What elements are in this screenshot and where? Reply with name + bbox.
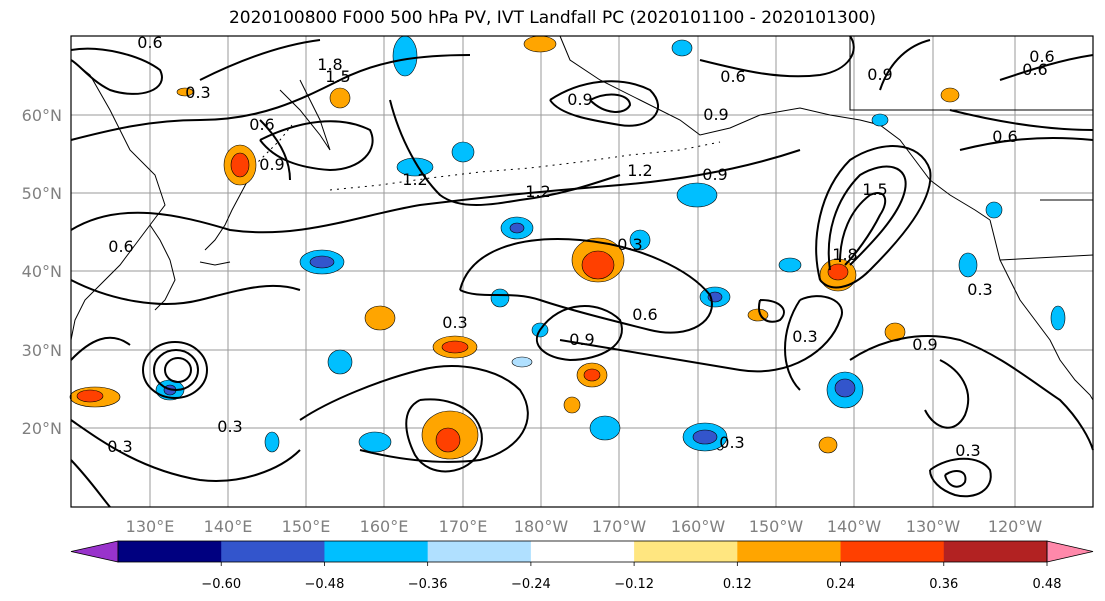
contour-label: 0.3: [442, 313, 467, 332]
contour-label: 0.6: [249, 115, 274, 134]
contour-labels: 0.61.81.50.30.60.91.21.21.2 0.90.60.90.9 0…: [107, 33, 1054, 460]
colorbar-outline: [117, 540, 1048, 563]
contour-label: 0.6: [1022, 60, 1047, 79]
contour-label: 1.5: [325, 67, 350, 86]
contour-label: 0.9: [569, 330, 594, 349]
contour-label: 0.9: [567, 90, 592, 109]
colorbar-segment: [943, 541, 1048, 562]
contour-label: 0.6: [720, 67, 745, 86]
longitude-tick-label: 120°W: [988, 517, 1043, 536]
longitude-tick-label: 180°W: [514, 517, 569, 536]
contour-label: 0.6: [137, 33, 162, 52]
contour-label: 1.5: [862, 180, 887, 199]
contour-label: 0.3: [967, 280, 992, 299]
colorbar-segment: [221, 541, 325, 562]
contour-label: 0.9: [867, 65, 892, 84]
latitude-tick-label: 30°N: [22, 341, 62, 360]
colorbar-segment: [530, 541, 635, 562]
contour-label: 0.9: [912, 335, 937, 354]
colorbar-tick-label: 0.24: [826, 577, 855, 592]
colorbar-segment: [737, 541, 842, 562]
latitude-tick-label: 60°N: [22, 106, 62, 125]
contour-label: 0.9: [702, 165, 727, 184]
contour-label: 0.3: [719, 433, 744, 452]
contour-label: 0.3: [792, 327, 817, 346]
pv-shading: [69, 35, 1066, 460]
colorbar-segment: [427, 541, 532, 562]
latitude-tick-label: 40°N: [22, 262, 62, 281]
colorbar-ticks: −0.60 −0.48 −0.36 −0.24 −0.12 0.12 0.24 0.36 0.4…: [201, 562, 1062, 592]
colorbar-tick-label: 0.12: [723, 577, 752, 592]
colorbar-segment: [118, 541, 222, 562]
contour-label: 0.9: [703, 105, 728, 124]
pv-contours: [70, 35, 1094, 508]
contour-label: 0.3: [617, 235, 642, 254]
contour-label: 1.8: [832, 245, 857, 264]
longitude-tick-label: 170°W: [592, 517, 647, 536]
map-frame: [70, 35, 1094, 508]
colorbar-tick-label: 0.36: [929, 577, 958, 592]
colorbar-segment: [840, 541, 945, 562]
contour-label: 1.2: [402, 170, 427, 189]
longitude-tick-label: 160°W: [671, 517, 726, 536]
longitude-labels: 130°E 140°E 150°E 160°E 170°E 180°W 170°W 160°W…: [126, 517, 1043, 536]
contour-label: 0.3: [185, 83, 210, 102]
contour-label: 0.6: [992, 127, 1017, 146]
longitude-tick-label: 170°E: [439, 517, 488, 536]
contour-label: 1.8: [317, 55, 342, 74]
contour-label: 0.9: [259, 155, 284, 174]
colorbar-segment: [634, 541, 738, 562]
colorbar-extend-max: [1046, 540, 1094, 563]
colorbar-tick-label: −0.60: [201, 577, 241, 592]
longitude-tick-label: 150°W: [749, 517, 804, 536]
colorbar-segment: [324, 541, 429, 562]
latitude-tick-label: 50°N: [22, 184, 62, 203]
colorbar-tick-label: −0.48: [305, 577, 345, 592]
colorbar-tick-label: −0.24: [511, 577, 551, 592]
contour-label: 0.3: [955, 441, 980, 460]
colorbar-tick-label: −0.36: [408, 577, 448, 592]
colorbar-tick-label: −0.12: [614, 577, 654, 592]
latitude-tick-label: 20°N: [22, 419, 62, 438]
longitude-tick-label: 140°W: [827, 517, 882, 536]
contour-label: 0.3: [217, 417, 242, 436]
colorbar-extend-min: [70, 540, 119, 563]
colorbar: [70, 540, 1094, 563]
longitude-tick-label: 130°E: [126, 517, 175, 536]
longitude-tick-label: 140°E: [204, 517, 253, 536]
map-title: 2020100800 F000 500 hPa PV, IVT Landfall…: [228, 8, 876, 28]
contour-label: 0.6: [632, 305, 657, 324]
contour-label: 0.6: [1029, 47, 1054, 66]
latitude-labels: 60°N 50°N 40°N 30°N 20°N: [22, 106, 62, 438]
colorbar-tick-label: 0.48: [1033, 577, 1062, 592]
longitude-tick-label: 160°E: [360, 517, 409, 536]
longitude-tick-label: 130°W: [906, 517, 961, 536]
longitude-tick-label: 150°E: [282, 517, 331, 536]
contour-label: 0.6: [108, 237, 133, 256]
contour-label: 1.2: [525, 182, 550, 201]
contour-label: 0.3: [107, 437, 132, 456]
contour-label: 1.2: [627, 161, 652, 180]
